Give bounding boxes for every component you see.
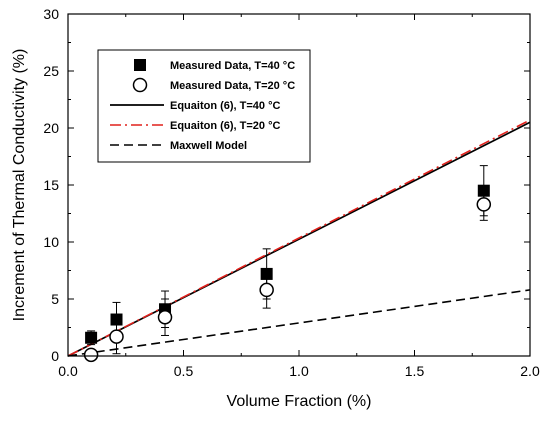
legend-marker-square	[134, 59, 146, 71]
data-point-circle	[109, 329, 124, 344]
data-point-circle	[157, 309, 173, 325]
y-tick-label: 20	[43, 120, 59, 136]
y-tick-label: 25	[43, 63, 59, 79]
plot-frame	[67, 13, 531, 357]
data-point-circle	[476, 197, 492, 212]
data-point-circle	[83, 347, 99, 363]
legend: Measured Data, T=40 °C Measured Data, T=2…	[97, 49, 311, 163]
legend-label: Measured Data, T=40 °C	[170, 60, 295, 72]
legend-label: Equaiton (6), T=40 °C	[170, 100, 280, 112]
legend-label: Measured Data, T=20 °C	[170, 80, 295, 92]
series-group	[67, 119, 531, 363]
x-tick-label: 0.5	[174, 363, 194, 379]
data-point-square	[85, 331, 98, 344]
legend-label: Maxwell Model	[170, 140, 247, 152]
legend-marker-circle	[132, 77, 148, 93]
y-tick-label: 5	[51, 291, 59, 307]
y-tick-label: 15	[43, 177, 59, 193]
x-tick-label: 2.0	[520, 363, 540, 379]
y-tick-label: 30	[43, 6, 59, 22]
legend-label: Equaiton (6), T=20 °C	[170, 120, 280, 132]
x-tick-label: 0.0	[58, 363, 78, 379]
series-line	[67, 119, 531, 357]
x-tick-label: 1.5	[405, 363, 425, 379]
legend-box	[97, 49, 311, 163]
data-point-circle	[259, 282, 274, 298]
series-line	[67, 289, 531, 357]
tick-labels: 0.0 0.5 1.0 1.5 2.0 0 5 10 15 20 25 30	[43, 6, 540, 379]
x-tick-label: 1.0	[289, 363, 309, 379]
y-tick-label: 0	[51, 348, 59, 364]
y-tick-label: 10	[43, 234, 59, 250]
y-axis-title: Increment of Thermal Conductivity (%)	[11, 49, 28, 322]
x-axis-title: Volume Fraction (%)	[227, 393, 372, 410]
